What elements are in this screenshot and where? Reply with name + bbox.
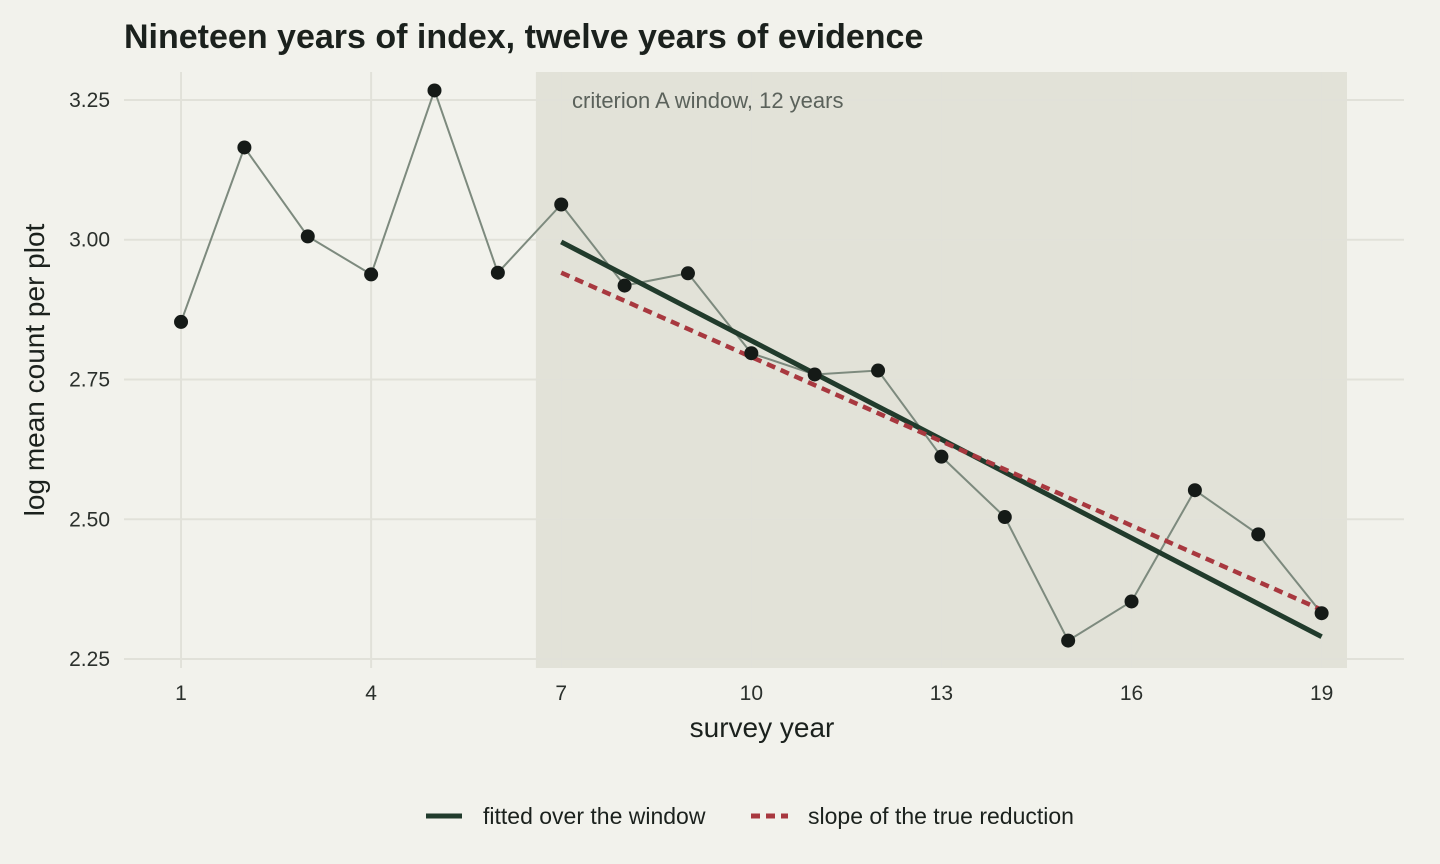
data-point xyxy=(997,510,1012,525)
fitted-line xyxy=(560,239,1323,639)
data-point xyxy=(807,367,822,382)
legend-label-true-reduction: slope of the true reduction xyxy=(808,803,1074,829)
data-point xyxy=(871,363,886,378)
y-tick-label: 2.50 xyxy=(69,508,110,531)
data-point xyxy=(934,449,949,464)
x-tick-label: 13 xyxy=(930,682,953,705)
grid-layer xyxy=(124,72,1404,668)
window-annotation: criterion A window, 12 years xyxy=(572,88,843,113)
legend-label-fitted: fitted over the window xyxy=(483,803,706,829)
y-tick-label: 2.75 xyxy=(69,369,110,392)
y-tick-label: 2.25 xyxy=(69,648,110,671)
x-tick-label: 4 xyxy=(365,682,377,705)
y-tick-label: 3.00 xyxy=(69,229,110,252)
data-point xyxy=(300,229,315,244)
x-tick-label: 19 xyxy=(1310,682,1333,705)
data-point xyxy=(427,83,442,98)
x-tick-label: 1 xyxy=(175,682,187,705)
true-reduction-line xyxy=(560,270,1323,612)
x-axis-title: survey year xyxy=(690,712,835,743)
data-point xyxy=(680,266,695,281)
data-point xyxy=(237,140,252,155)
data-point xyxy=(1124,594,1139,609)
fit-layer xyxy=(560,239,1323,639)
legend: fitted over the window slope of the true… xyxy=(426,803,1074,829)
data-point xyxy=(174,314,189,329)
data-point xyxy=(1187,483,1202,498)
chart-title: Nineteen years of index, twelve years of… xyxy=(124,18,923,56)
tick-layer: 1 4 7 10 13 16 19 2.25 2.50 2.75 3.00 3.25 xyxy=(69,89,1333,705)
y-axis-title: log mean count per plot xyxy=(19,223,50,516)
data-point xyxy=(617,278,632,293)
data-point xyxy=(554,197,569,212)
y-tick-label: 3.25 xyxy=(69,89,110,112)
data-point xyxy=(1251,527,1266,542)
data-point xyxy=(1314,606,1329,621)
x-tick-label: 7 xyxy=(555,682,567,705)
x-tick-label: 10 xyxy=(740,682,763,705)
data-point xyxy=(490,265,505,280)
data-point xyxy=(364,267,379,282)
points-layer xyxy=(174,83,1329,648)
data-point xyxy=(1061,633,1076,648)
data-point xyxy=(744,346,759,361)
x-tick-label: 16 xyxy=(1120,682,1143,705)
